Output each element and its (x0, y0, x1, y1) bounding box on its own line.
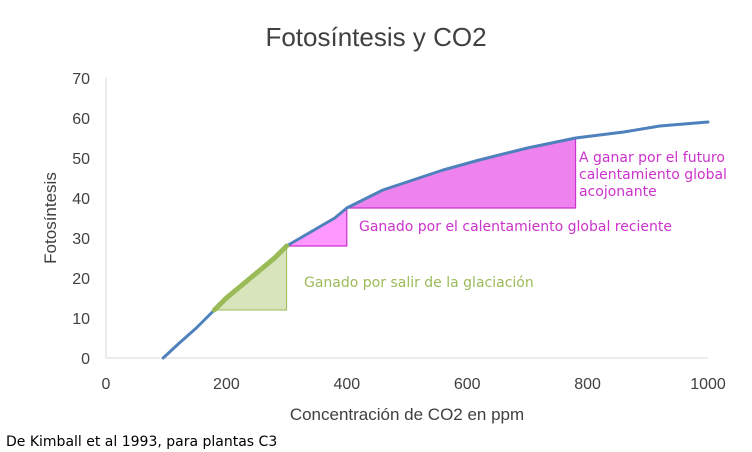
series-lines (161, 120, 710, 360)
annotation-label-future-line: A ganar por el futuro (579, 150, 725, 166)
annotation-label-future-line: calentamiento global (579, 167, 727, 183)
x-tick-label: 600 (454, 376, 481, 393)
y-tick-label: 20 (72, 271, 90, 288)
annotation-outline-3 (346, 138, 577, 209)
x-tick-label: 800 (574, 376, 601, 393)
y-axis-label: Fotosíntesis (41, 172, 60, 264)
chart-title: Fotosíntesis y CO2 (265, 22, 486, 52)
y-tick-label: 70 (72, 71, 90, 88)
y-tick-label: 0 (81, 351, 90, 368)
annotation-area-2 (286, 208, 347, 246)
y-tick-label: 30 (72, 231, 90, 248)
source-note: De Kimball et al 1993, para plantas C3 (6, 434, 277, 450)
x-tick-label: 400 (333, 376, 360, 393)
x-axis-label: Concentración de CO2 en ppm (290, 405, 524, 424)
x-tick-label: 200 (213, 376, 240, 393)
y-tick-label: 10 (72, 311, 90, 328)
annotation-labels: Ganado por salir de la glaciación Ganado … (304, 150, 727, 291)
x-tick-label: 0 (102, 376, 111, 393)
y-tick-label: 50 (72, 151, 90, 168)
y-tick-label: 60 (72, 111, 90, 128)
annotation-label-recent: Ganado por el calentamiento global recie… (359, 219, 672, 235)
annotation-outline-2 (286, 208, 348, 247)
x-tick-label: 1000 (690, 376, 726, 393)
axes: 0 10 20 30 40 50 60 70 0 200 400 600 800 1000 (72, 71, 726, 393)
annotation-outline-1 (214, 246, 288, 311)
annotation-label-glaciation: Ganado por salir de la glaciación (304, 275, 534, 291)
annotation-label-future-line: acojonante (579, 184, 657, 200)
highlight-line (211, 243, 290, 313)
y-tick-label: 40 (72, 191, 90, 208)
annotation-area-3 (346, 138, 576, 208)
